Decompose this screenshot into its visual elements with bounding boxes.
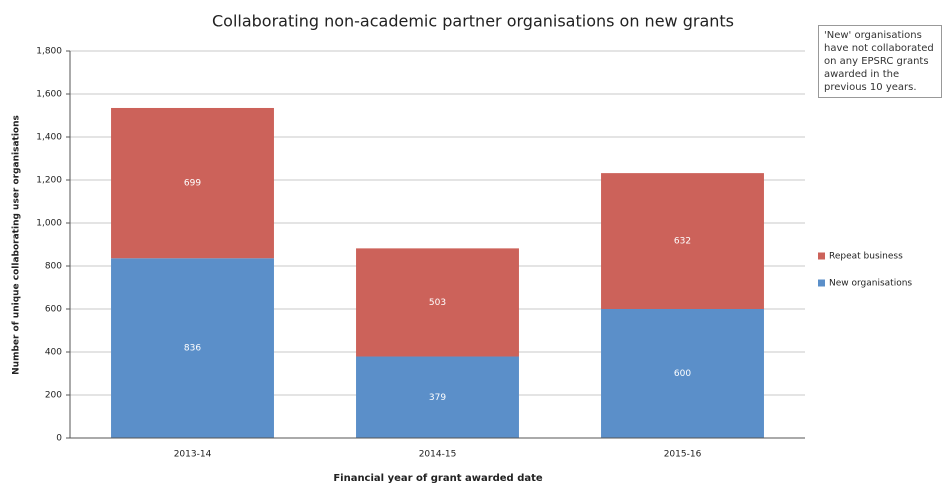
data-label: 379 [429, 393, 446, 403]
y-tick-label: 1,200 [36, 176, 62, 186]
bar-segment [601, 309, 764, 438]
data-label: 503 [429, 298, 446, 308]
data-label: 836 [184, 344, 201, 354]
y-tick-label: 200 [45, 391, 62, 401]
y-tick-label: 1,600 [36, 90, 62, 100]
bar-segment [601, 173, 764, 309]
legend-label: Repeat business [829, 252, 903, 262]
legend-label: New organisations [829, 279, 912, 289]
y-tick-label: 400 [45, 348, 62, 358]
bar-segment [111, 107, 274, 259]
x-tick-label: 2015-16 [664, 450, 702, 460]
y-axis-label: Number of unique collaborating user orga… [12, 115, 22, 375]
x-tick-label: 2013-14 [174, 450, 212, 460]
chart-title: Collaborating non-academic partner organ… [212, 12, 734, 31]
data-label: 699 [184, 179, 201, 189]
annotation: 'New' organisations have not collaborate… [818, 25, 942, 98]
legend-swatch [818, 279, 825, 287]
y-tick-label: 1,800 [36, 47, 62, 57]
data-label: 600 [674, 369, 691, 379]
y-tick-label: 600 [45, 305, 62, 315]
x-axis-label: Financial year of grant awarded date [333, 473, 543, 484]
data-label: 632 [674, 237, 691, 247]
y-tick-label: 800 [45, 262, 62, 272]
y-tick-label: 0 [56, 434, 62, 444]
y-tick-label: 1,000 [36, 219, 62, 229]
y-tick-label: 1,400 [36, 133, 62, 143]
legend-swatch [818, 252, 825, 260]
bar-segment [356, 356, 519, 438]
x-tick-label: 2014-15 [419, 450, 457, 460]
bar-segment [356, 248, 519, 357]
bar-segment [111, 258, 274, 438]
